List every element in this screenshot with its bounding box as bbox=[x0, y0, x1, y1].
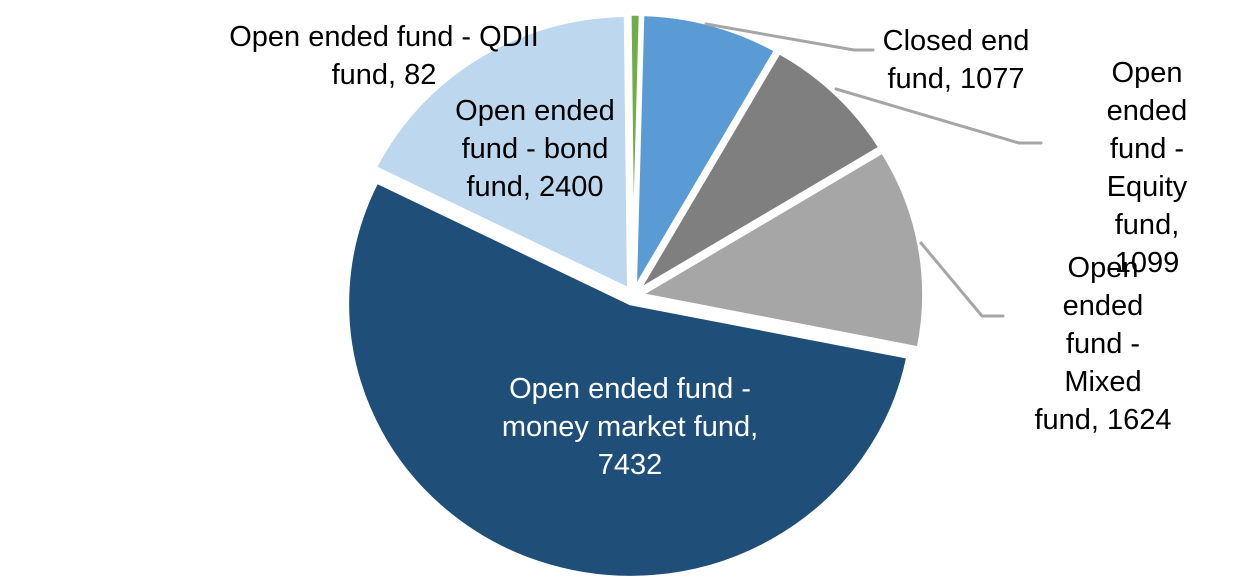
pie-slice-open-ended-fund-equity-fund bbox=[636, 50, 882, 293]
leader-line-open-ended-fund-equity-fund bbox=[834, 87, 1043, 145]
leader-line-closed-end-fund bbox=[704, 22, 875, 52]
pie-slice-open-ended-fund-money-market-fund bbox=[345, 180, 910, 580]
pie-slice-open-ended-fund-bond-fund bbox=[373, 13, 631, 291]
pie-slice-open-ended-fund-mixed-fund bbox=[639, 150, 926, 350]
leader-line-open-ended-fund-mixed-fund bbox=[919, 241, 1005, 318]
pie-slice-open-ended-fund-qdii-fund bbox=[628, 12, 643, 290]
